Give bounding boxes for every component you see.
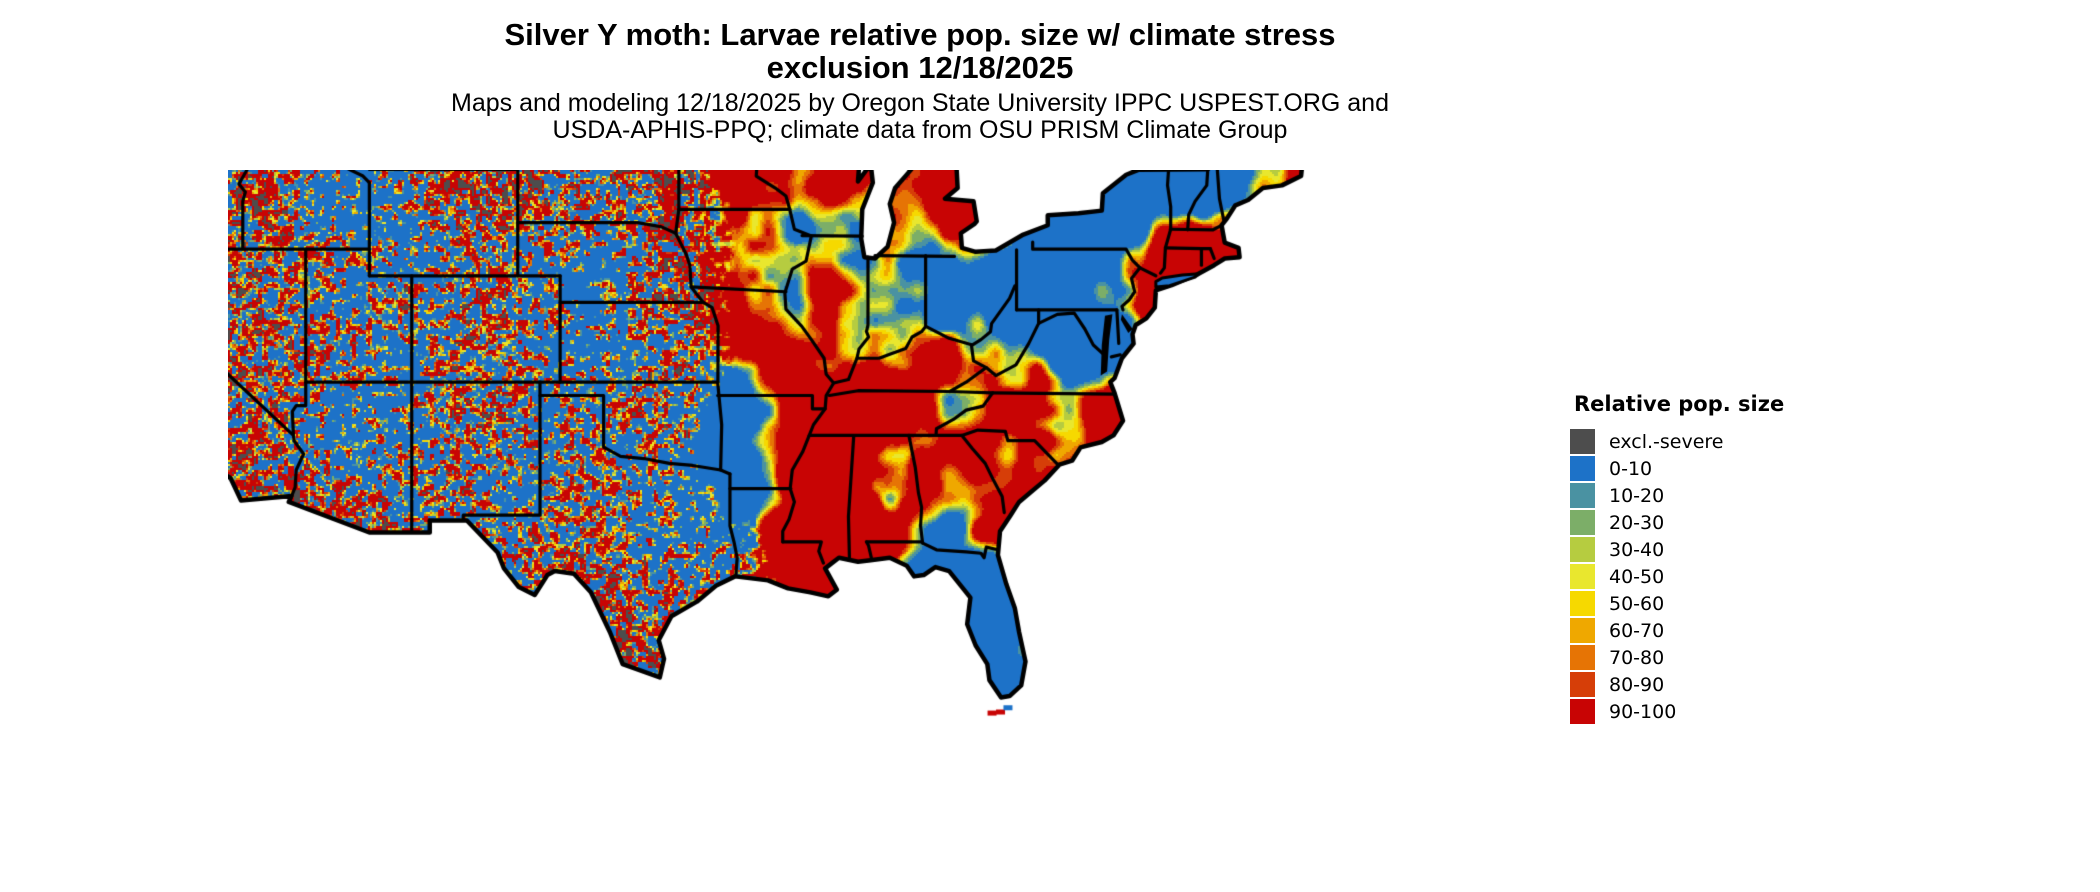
legend-label: 70-80 [1609, 646, 1665, 669]
legend-item: 70-80 [1570, 644, 1870, 671]
us-map-canvas [228, 170, 1558, 885]
legend-item: 90-100 [1570, 698, 1870, 725]
legend-swatch [1570, 618, 1595, 643]
legend-title: Relative pop. size [1574, 392, 1785, 416]
page-title-line2: exclusion 12/18/2025 [766, 50, 1074, 85]
legend-label: 50-60 [1609, 592, 1665, 615]
legend-item: excl.-severe [1570, 428, 1870, 455]
legend-swatch [1570, 483, 1595, 508]
legend-item: 60-70 [1570, 617, 1870, 644]
page-title: Silver Y moth: Larvae relative pop. size… [170, 18, 1670, 84]
legend-label: 20-30 [1609, 511, 1665, 534]
legend-swatch [1570, 429, 1595, 454]
legend-label: 60-70 [1609, 619, 1665, 642]
legend-swatch [1570, 645, 1595, 670]
legend-swatch [1570, 591, 1595, 616]
legend-swatch [1570, 456, 1595, 481]
legend-item: 10-20 [1570, 482, 1870, 509]
page-subtitle-line1: Maps and modeling 12/18/2025 by Oregon S… [451, 89, 1389, 117]
legend-label: 90-100 [1609, 700, 1677, 723]
page-subtitle-line2: USDA-APHIS-PPQ; climate data from OSU PR… [552, 116, 1288, 144]
legend-item: 80-90 [1570, 671, 1870, 698]
map-legend: Relative pop. size excl.-severe 0-10 10-20… [1570, 392, 1870, 725]
legend-item: 50-60 [1570, 590, 1870, 617]
legend-swatch [1570, 510, 1595, 535]
legend-label: 80-90 [1609, 673, 1665, 696]
legend-label: excl.-severe [1609, 430, 1724, 453]
legend-swatch [1570, 672, 1595, 697]
legend-label: 40-50 [1609, 565, 1665, 588]
legend-swatch [1570, 564, 1595, 589]
legend-swatch [1570, 537, 1595, 562]
legend-item: 20-30 [1570, 509, 1870, 536]
legend-item: 30-40 [1570, 536, 1870, 563]
legend-items: excl.-severe 0-10 10-20 20-30 30-40 40-50 50-6… [1570, 428, 1870, 725]
page-title-line1: Silver Y moth: Larvae relative pop. size… [504, 17, 1336, 52]
legend-label: 0-10 [1609, 457, 1653, 480]
page-subtitle: Maps and modeling 12/18/2025 by Oregon S… [170, 90, 1670, 144]
legend-label: 10-20 [1609, 484, 1665, 507]
legend-label: 30-40 [1609, 538, 1665, 561]
legend-item: 40-50 [1570, 563, 1870, 590]
legend-item: 0-10 [1570, 455, 1870, 482]
legend-swatch [1570, 699, 1595, 724]
